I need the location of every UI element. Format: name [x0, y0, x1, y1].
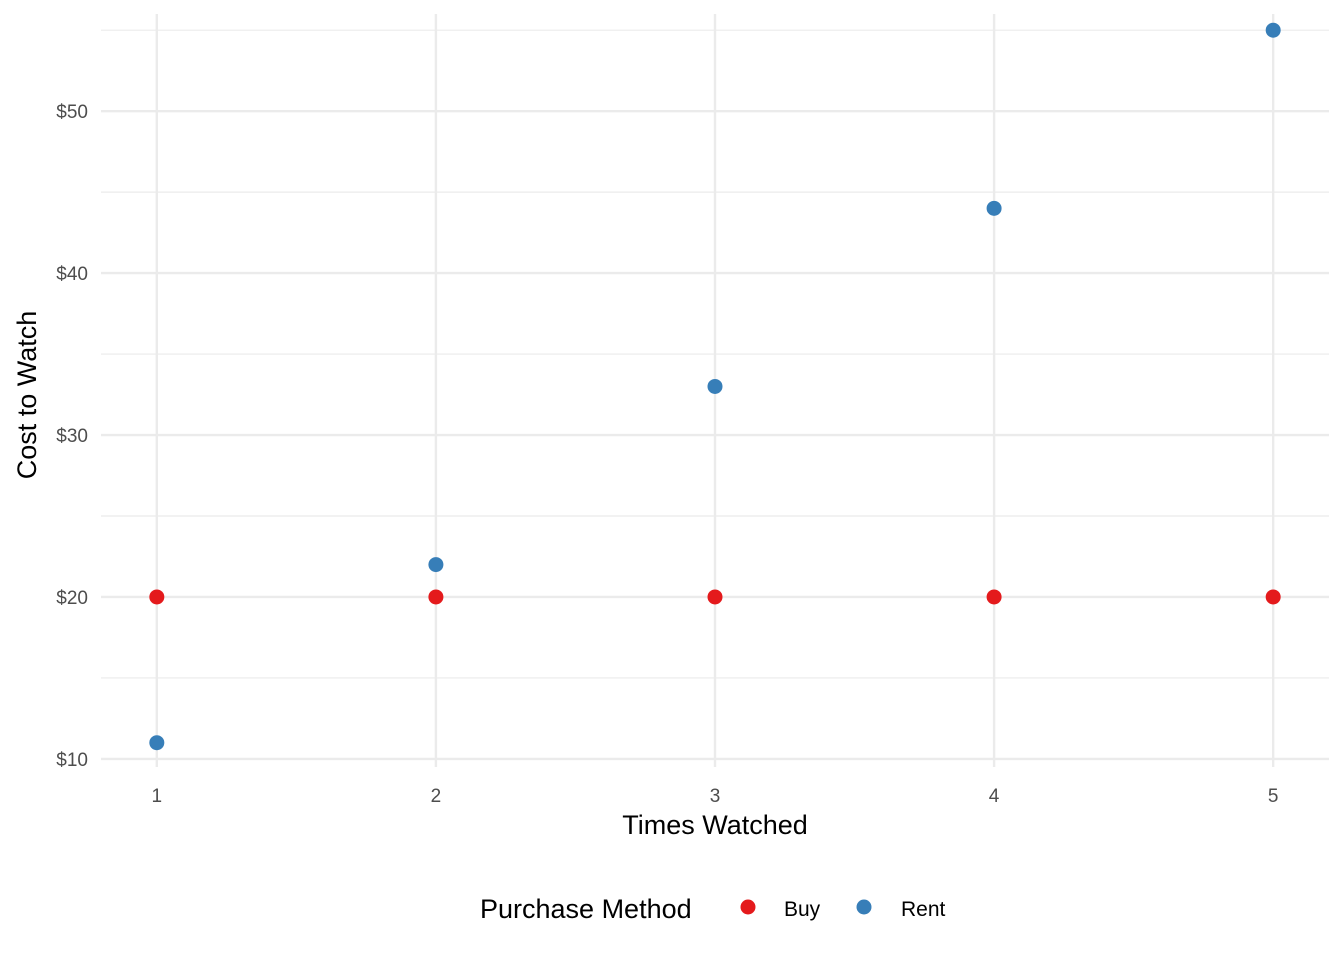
- y-tick-label: $50: [56, 102, 88, 123]
- point-rent: [986, 200, 1002, 216]
- legend-key-buy: [740, 899, 756, 915]
- x-tick-label: 2: [431, 786, 442, 807]
- point-buy: [707, 589, 723, 605]
- point-buy: [428, 589, 444, 605]
- point-buy: [986, 589, 1002, 605]
- y-axis-tick-labels: $10 $20 $30 $40 $50: [56, 102, 88, 771]
- legend-label-buy: Buy: [784, 898, 821, 921]
- x-tick-label: 5: [1268, 786, 1279, 807]
- point-buy: [149, 589, 165, 605]
- legend-items: Buy Rent: [740, 898, 946, 921]
- legend-label-rent: Rent: [901, 898, 946, 921]
- data-points: [149, 22, 1281, 751]
- point-rent: [707, 378, 723, 394]
- y-tick-label: $10: [56, 750, 88, 771]
- x-tick-label: 3: [710, 786, 721, 807]
- point-rent: [1265, 22, 1281, 38]
- x-tick-label: 1: [152, 786, 163, 807]
- x-axis-tick-labels: 1 2 3 4 5: [152, 786, 1279, 807]
- point-rent: [149, 735, 165, 751]
- x-axis-title: Times Watched: [622, 810, 808, 840]
- legend: Purchase Method Buy Rent: [480, 894, 946, 924]
- point-rent: [428, 557, 444, 573]
- point-buy: [1265, 589, 1281, 605]
- legend-key-rent: [856, 899, 872, 915]
- y-tick-label: $40: [56, 264, 88, 285]
- y-tick-label: $20: [56, 588, 88, 609]
- legend-title: Purchase Method: [480, 894, 692, 924]
- y-axis-title: Cost to Watch: [12, 311, 42, 480]
- y-tick-label: $30: [56, 426, 88, 447]
- x-tick-label: 4: [989, 786, 1000, 807]
